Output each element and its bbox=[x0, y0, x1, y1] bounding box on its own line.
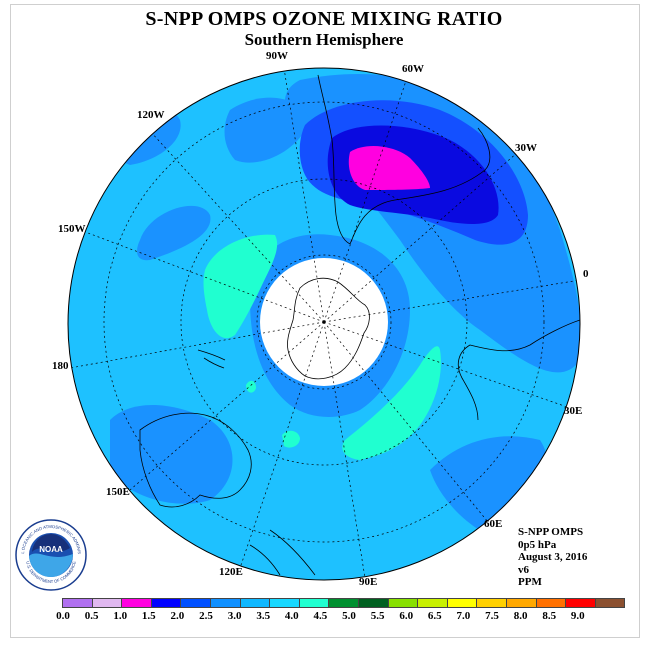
colorbar-swatch bbox=[565, 598, 596, 608]
antarctica-outline bbox=[287, 277, 370, 380]
colorbar-swatch bbox=[180, 598, 211, 608]
colorbar-swatch bbox=[150, 598, 182, 608]
lon-label-150e: 150E bbox=[106, 486, 130, 498]
colorbar-tick-label: 5.5 bbox=[370, 610, 385, 622]
lon-label-120e: 120E bbox=[219, 566, 243, 578]
lon-label-120w: 120W bbox=[137, 109, 165, 121]
lon-label-90e: 90E bbox=[359, 576, 378, 588]
lon-label-60w: 60W bbox=[402, 63, 424, 75]
lon-label-90w: 90W bbox=[266, 50, 288, 62]
colorbar-tick-label: 2.0 bbox=[170, 610, 185, 622]
contour-fill-2-5-c bbox=[137, 205, 211, 261]
colorbar-tick-label: 4.5 bbox=[313, 610, 328, 622]
colorbar-tick-label: 8.5 bbox=[542, 610, 557, 622]
colorbar-tick-label: 2.5 bbox=[199, 610, 213, 622]
new-zealand-outline bbox=[197, 349, 226, 369]
colorbar-tick-label: 7.0 bbox=[456, 610, 471, 622]
colorbar-tick-label: 1.5 bbox=[141, 610, 156, 622]
colorbar-tick-label: 3.5 bbox=[256, 610, 271, 622]
colorbar-swatch bbox=[446, 598, 478, 608]
contour-fill-2-5-g bbox=[224, 97, 310, 163]
info-unit: PPM bbox=[518, 576, 542, 588]
colorbar-swatch bbox=[328, 598, 359, 608]
colorbar-tick-label: 8.0 bbox=[513, 610, 528, 622]
lon-label-30w: 30W bbox=[515, 142, 537, 154]
colorbar-swatch bbox=[62, 598, 93, 608]
colorbar bbox=[62, 598, 626, 608]
africa-outline bbox=[457, 319, 580, 421]
colorbar-tick-label: 4.0 bbox=[284, 610, 299, 622]
colorbar-tick-label: 3.0 bbox=[227, 610, 242, 622]
graticule bbox=[69, 68, 580, 579]
colorbar-swatch bbox=[417, 598, 448, 608]
colorbar-tick-label: 9.0 bbox=[570, 610, 585, 622]
colorbar-tick-label: 5.0 bbox=[342, 610, 356, 622]
chart-subtitle: Southern Hemisphere bbox=[244, 30, 404, 49]
colorbar-swatch bbox=[298, 598, 330, 608]
south-america-outline bbox=[317, 74, 491, 245]
lon-label-0: 0 bbox=[583, 268, 589, 280]
colorbar-swatch bbox=[594, 598, 626, 608]
colorbar-tick-label: 1.0 bbox=[113, 610, 128, 622]
contour-fill-1-0 bbox=[348, 146, 430, 190]
colorbar-tick-label: 6.5 bbox=[427, 610, 442, 622]
map-boundary bbox=[67, 67, 581, 581]
colorbar-swatch bbox=[505, 598, 537, 608]
logo-text: NOAA bbox=[39, 545, 63, 554]
colorbar-swatch bbox=[476, 598, 507, 608]
chart-title: S-NPP OMPS OZONE MIXING RATIO bbox=[145, 8, 503, 30]
colorbar-swatch bbox=[209, 598, 241, 608]
contour-fill-3-5-c bbox=[282, 430, 300, 448]
colorbar-tick-label: 6.0 bbox=[399, 610, 414, 622]
colorbar-swatch bbox=[535, 598, 567, 608]
lon-label-30e: 30E bbox=[564, 405, 583, 417]
colorbar-swatch bbox=[387, 598, 419, 608]
colorbar-swatch bbox=[357, 598, 389, 608]
info-version: v6 bbox=[518, 563, 529, 576]
colorbar-swatch bbox=[121, 598, 152, 608]
info-date: August 3, 2016 bbox=[518, 551, 588, 563]
info-block: S-NPP OMPS 0p5 hPa August 3, 2016 v6 PPM bbox=[518, 526, 587, 589]
colorbar-tick-label: 7.5 bbox=[485, 610, 499, 622]
colorbar-tick-label: 0.5 bbox=[84, 610, 99, 622]
noaa-logo: NATIONAL OCEANIC AND ATMOSPHERIC ADMINIS… bbox=[14, 518, 87, 591]
colorbar-ticks: 0.0 0.5 1.0 1.5 2.0 2.5 3.0 3.5 4.0 4.5 5.0 5.5 6.0 6… bbox=[0, 610, 648, 624]
australia-outline bbox=[139, 412, 252, 508]
info-level: 0p5 hPa bbox=[518, 538, 557, 551]
colorbar-swatch bbox=[91, 598, 123, 608]
lon-label-180: 180 bbox=[52, 360, 69, 372]
ozone-field bbox=[68, 68, 580, 580]
contour-fill-3-5-a bbox=[203, 234, 278, 339]
lon-label-150w: 150W bbox=[58, 223, 86, 235]
colorbar-swatch bbox=[239, 598, 271, 608]
contour-fill-3-5-d bbox=[246, 380, 256, 393]
colorbar-swatch bbox=[269, 598, 300, 608]
info-instrument: S-NPP OMPS bbox=[518, 526, 584, 538]
colorbar-tick-label: 0.0 bbox=[56, 610, 70, 622]
contour-fill-3-5-b bbox=[342, 346, 441, 460]
lon-label-60e: 60E bbox=[484, 518, 503, 530]
